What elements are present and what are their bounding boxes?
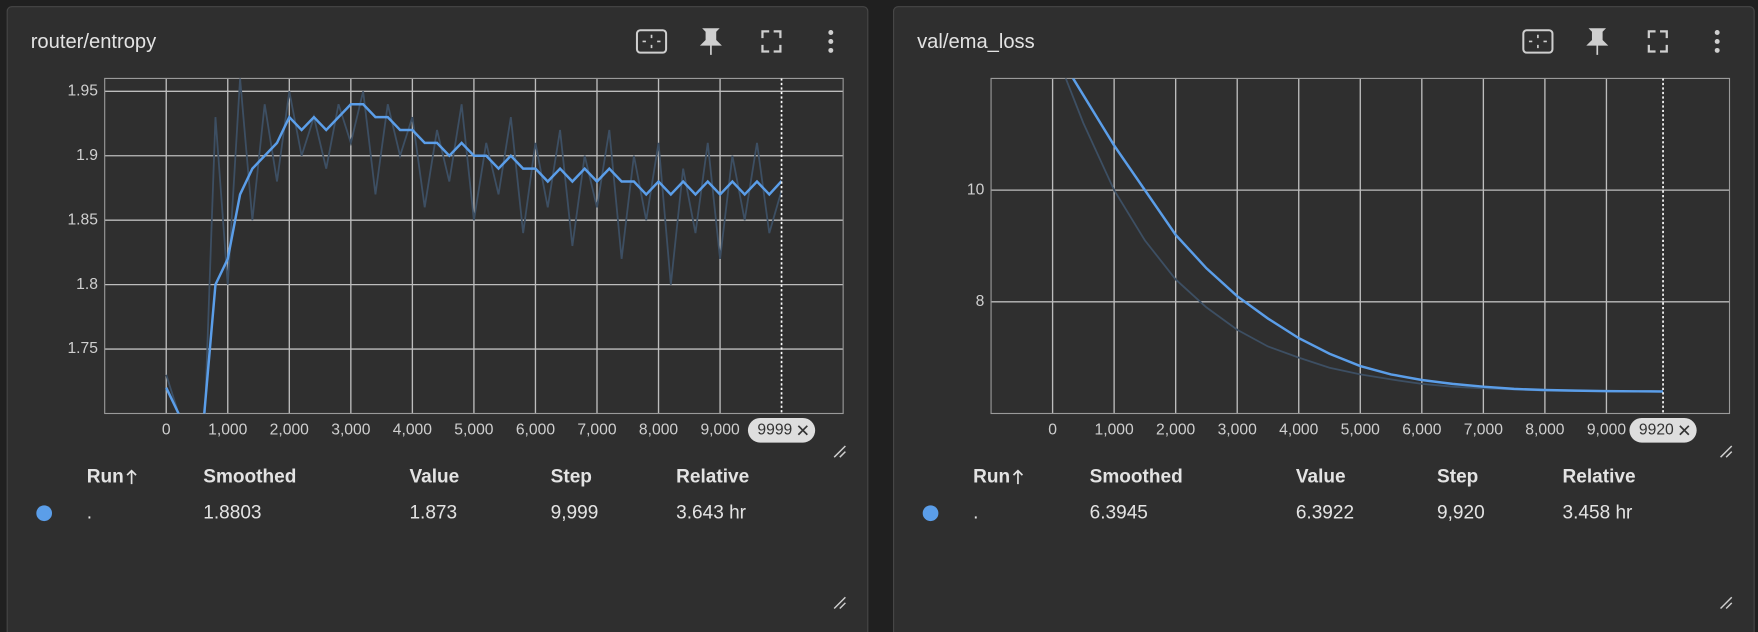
table-cell: 6.3945 — [1090, 502, 1148, 523]
fullscreen-icon[interactable] — [1647, 30, 1668, 53]
table-cell: 3.458 hr — [1563, 502, 1633, 523]
column-header[interactable]: Relative — [1563, 466, 1636, 487]
y-tick-label: 1.85 — [67, 211, 98, 228]
column-header[interactable]: Run — [87, 466, 124, 487]
x-tick-label: 3,000 — [1218, 421, 1258, 438]
raw-line — [165, 78, 783, 414]
smoothed-line — [165, 102, 783, 414]
y-tick-label: 8 — [976, 293, 985, 310]
chart-title: router/entropy — [31, 31, 157, 53]
column-header[interactable]: Step — [1437, 466, 1478, 487]
table-cell: 3.643 hr — [676, 502, 746, 523]
x-tick-label: 9,000 — [1587, 421, 1627, 438]
run-color-dot — [36, 505, 53, 522]
fit-icon[interactable] — [1522, 29, 1554, 54]
x-tick-label: 7,000 — [577, 421, 617, 438]
step-chip — [747, 417, 816, 443]
step-chip — [1629, 417, 1697, 443]
x-tick-label: 2,000 — [1156, 421, 1196, 438]
x-tick-label: 7,000 — [1464, 421, 1504, 438]
x-tick-label: 5,000 — [1341, 421, 1381, 438]
menu-dot[interactable] — [828, 47, 834, 53]
column-header[interactable]: Step — [551, 466, 592, 487]
column-header[interactable]: Relative — [676, 466, 749, 487]
fit-icon-arrows[interactable] — [642, 34, 661, 49]
fit-icon-arrows[interactable] — [1528, 34, 1547, 49]
chip-close[interactable] — [1679, 425, 1690, 436]
y-tick-label: 1.9 — [76, 147, 98, 164]
chart-card: router/entropy 0 1,000 2,000 3,000 4,000 5,000… — [6, 6, 869, 632]
y-tick-label: 10 — [967, 181, 985, 198]
x-tick-label: 4,000 — [1279, 421, 1319, 438]
fit-icon[interactable] — [635, 29, 668, 54]
x-tick-label: 1,000 — [208, 421, 248, 438]
step-chip-label: 9999 — [757, 421, 792, 438]
menu-dot[interactable] — [828, 38, 834, 44]
card-bg — [6, 6, 869, 632]
table-cell: 9,920 — [1437, 502, 1485, 523]
table-cell: 1.873 — [409, 502, 457, 523]
table-cell: . — [973, 502, 978, 523]
x-tick-label: 6,000 — [516, 421, 556, 438]
plot-border — [990, 77, 1731, 415]
y-tick-label: 1.8 — [76, 276, 98, 293]
resize-handle[interactable] — [833, 596, 846, 609]
table-cell: 6.3922 — [1296, 502, 1354, 523]
sort-arrow — [126, 469, 137, 485]
x-tick-label: 0 — [162, 421, 171, 438]
chart-card: val/ema_loss 0 1,000 2,000 3,000 4,000 5,000 6,… — [893, 6, 1755, 632]
sort-arrow — [1012, 469, 1024, 485]
x-tick-label: 0 — [1048, 421, 1057, 438]
x-tick-label: 2,000 — [270, 421, 310, 438]
column-header[interactable]: Smoothed — [1090, 466, 1183, 487]
card-bg — [893, 6, 1755, 632]
table-cell: 1.8803 — [203, 502, 261, 523]
x-tick-label: 6,000 — [1402, 421, 1442, 438]
menu-dot[interactable] — [1714, 47, 1720, 53]
y-tick-label: 1.95 — [67, 82, 98, 99]
column-header[interactable]: Value — [1296, 466, 1346, 487]
x-tick-label: 1,000 — [1095, 421, 1135, 438]
menu-dot[interactable] — [1714, 38, 1720, 44]
table-cell: 9,999 — [551, 502, 599, 523]
resize-handle[interactable] — [833, 445, 846, 458]
pin-icon[interactable] — [699, 28, 722, 55]
menu-dot[interactable] — [828, 30, 834, 35]
step-chip-label: 9920 — [1639, 421, 1674, 438]
plot-border — [104, 77, 844, 415]
y-tick-label: 1.75 — [67, 340, 98, 357]
fullscreen-icon[interactable] — [761, 30, 782, 53]
x-tick-label: 8,000 — [1525, 421, 1565, 438]
chip-close[interactable] — [797, 425, 808, 436]
resize-handle[interactable] — [1720, 596, 1733, 609]
x-tick-label: 5,000 — [454, 421, 494, 438]
x-tick-label: 8,000 — [639, 421, 679, 438]
x-tick-label: 3,000 — [331, 421, 371, 438]
pin-icon[interactable] — [1586, 28, 1609, 55]
resize-handle[interactable] — [1720, 445, 1733, 458]
menu-dot[interactable] — [1714, 30, 1720, 35]
run-color-dot — [922, 505, 939, 522]
column-header[interactable]: Run — [973, 466, 1010, 487]
column-header[interactable]: Smoothed — [203, 466, 296, 487]
table-cell: . — [87, 502, 92, 523]
x-tick-label: 9,000 — [700, 421, 740, 438]
x-tick-label: 4,000 — [393, 421, 433, 438]
smoothed-line — [1071, 78, 1664, 393]
column-header[interactable]: Value — [409, 466, 459, 487]
chart-title: val/ema_loss — [917, 31, 1035, 53]
